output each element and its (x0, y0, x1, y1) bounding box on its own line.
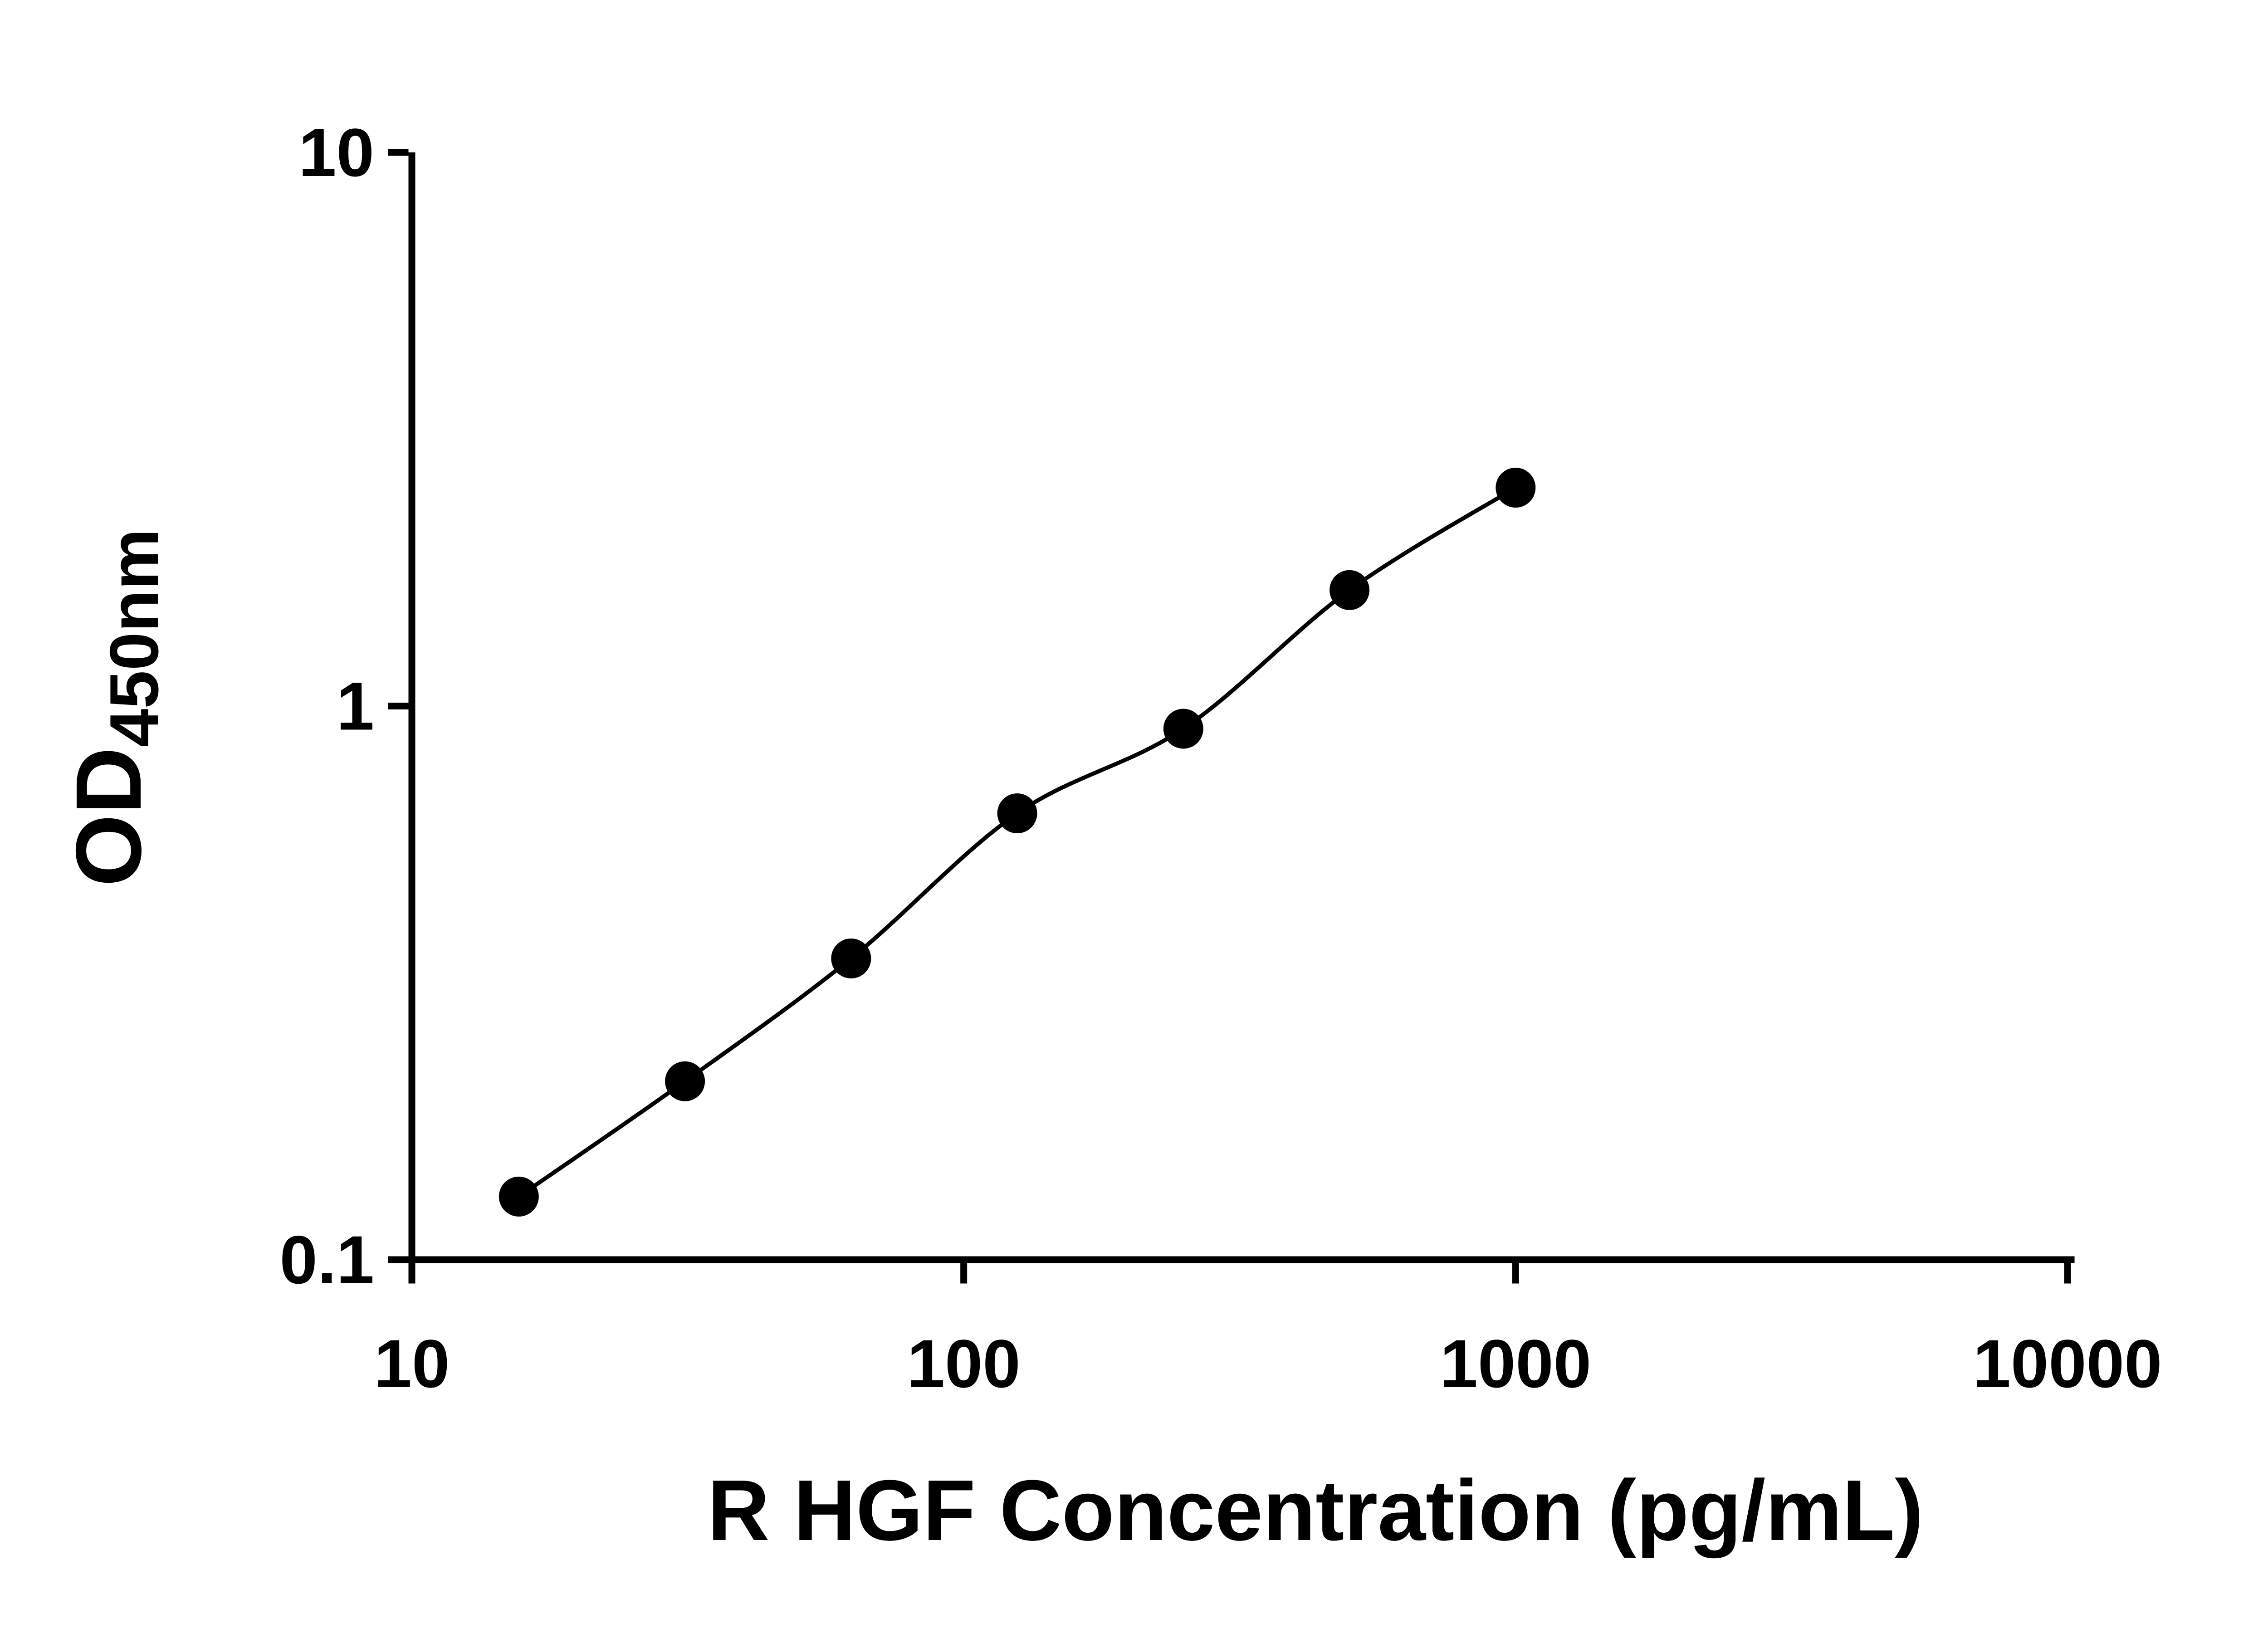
y-axis-label-main: OD (57, 747, 161, 887)
y-axis-label-sub: 450nm (96, 528, 173, 747)
data-point-marker (1330, 570, 1370, 610)
data-point-marker (665, 1061, 705, 1101)
x-tick-label: 10000 (1973, 1325, 2162, 1402)
y-axis-label: OD450nm (57, 528, 173, 886)
x-tick-label: 1000 (1440, 1325, 1591, 1402)
data-point-marker (997, 793, 1037, 834)
data-series (499, 468, 1536, 1217)
data-point-marker (1163, 709, 1203, 749)
data-point-marker (831, 938, 871, 978)
data-point-marker (499, 1176, 539, 1217)
axis-ticks: 10 100 1000 10000 0.1 1 10 (279, 114, 2162, 1402)
y-tick-label: 0.1 (279, 1222, 374, 1298)
x-axis-label: R HGF Concentration (pg/mL) (708, 1462, 1924, 1559)
x-tick-label: 10 (374, 1325, 450, 1402)
y-tick-label: 10 (298, 114, 374, 191)
x-tick-label: 100 (907, 1325, 1021, 1402)
axes (408, 152, 2075, 1263)
y-tick-label: 1 (337, 668, 374, 744)
data-point-marker (1496, 468, 1536, 508)
